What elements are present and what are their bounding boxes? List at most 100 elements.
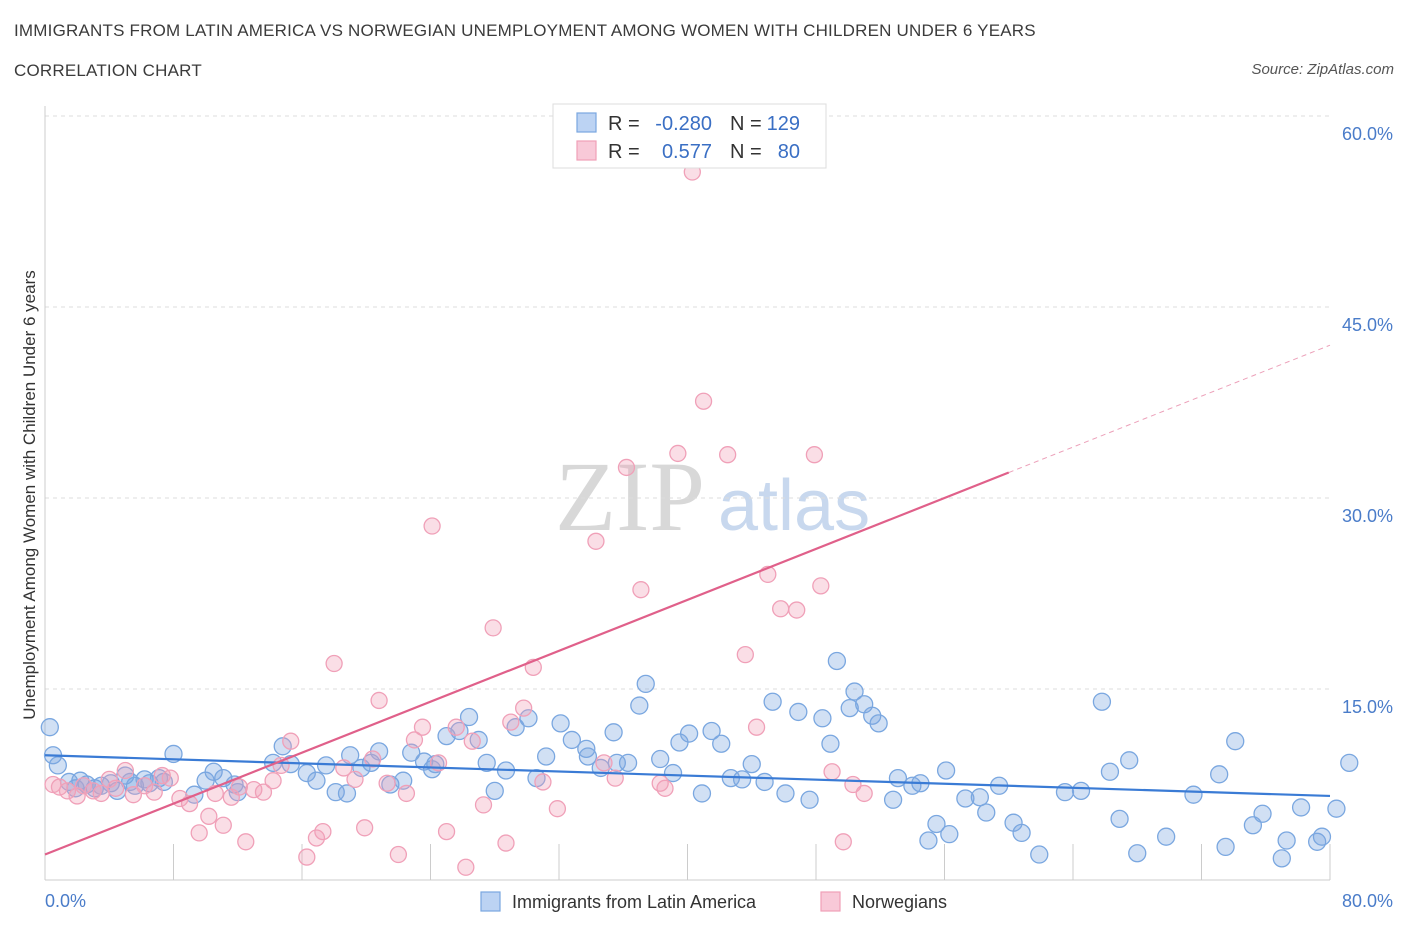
point-norwegians-43 — [423, 517, 441, 535]
point-norwegians-37 — [370, 691, 388, 710]
y-tick-label-2: 45.0% — [1342, 315, 1393, 335]
point-immigrants-87 — [883, 790, 903, 809]
point-immigrants-75 — [763, 692, 782, 711]
point-norwegians-12 — [145, 783, 163, 801]
point-norwegians-65 — [669, 444, 687, 463]
point-norwegians-52 — [502, 713, 520, 731]
bottom-legend-swatch-blue — [480, 891, 501, 912]
point-norwegians-45 — [437, 822, 456, 841]
point-immigrants-21 — [204, 762, 223, 781]
point-immigrants-67 — [679, 724, 699, 743]
point-immigrants-100 — [1012, 823, 1031, 843]
point-norwegians-74 — [805, 446, 824, 464]
point-immigrants-32 — [337, 784, 357, 803]
x-tick-label-max: 80.0% — [1342, 891, 1393, 911]
point-immigrants-55 — [562, 730, 581, 750]
point-norwegians-17 — [190, 824, 208, 842]
point-immigrants-115 — [1253, 804, 1272, 823]
point-immigrants-56 — [577, 739, 596, 758]
point-norwegians-73 — [788, 601, 806, 619]
point-norwegians-69 — [736, 645, 754, 664]
point-immigrants-64 — [651, 749, 670, 769]
point-immigrants-102 — [1055, 782, 1075, 802]
point-immigrants-118 — [1291, 798, 1311, 817]
point-immigrants-78 — [800, 790, 819, 809]
point-norwegians-35 — [355, 819, 374, 837]
point-immigrants-50 — [506, 718, 525, 737]
point-immigrants-68 — [692, 784, 712, 803]
point-immigrants-107 — [1120, 751, 1139, 770]
point-norwegians-9 — [116, 761, 134, 780]
trend-lines — [44, 344, 1331, 856]
point-immigrants-97 — [977, 803, 996, 822]
point-immigrants-80 — [821, 734, 840, 753]
point-immigrants-122 — [1340, 753, 1359, 773]
point-immigrants-45 — [459, 707, 479, 727]
point-immigrants-81 — [827, 651, 847, 671]
x-tick-label-min: 0.0% — [45, 891, 86, 911]
chart-subtitle: CORRELATION CHART — [14, 61, 202, 80]
point-norwegians-6 — [92, 784, 110, 803]
point-norwegians-50 — [484, 619, 502, 637]
point-immigrants-95 — [956, 789, 975, 808]
point-norwegians-3 — [68, 787, 86, 805]
point-immigrants-110 — [1184, 785, 1203, 804]
point-norwegians-8 — [107, 779, 125, 797]
point-immigrants-82 — [840, 698, 859, 718]
point-immigrants-117 — [1277, 831, 1296, 850]
legend-swatch-blue — [576, 112, 597, 133]
point-immigrants-92 — [927, 814, 946, 834]
point-immigrants-72 — [732, 770, 752, 789]
point-immigrants-70 — [712, 734, 731, 753]
point-norwegians-64 — [656, 779, 674, 797]
legend-n-label-1: N = — [730, 113, 762, 135]
point-norwegians-56 — [548, 800, 567, 818]
series-legend: Immigrants from Latin America Norwegians — [480, 891, 947, 912]
point-immigrants-111 — [1210, 765, 1229, 784]
grid-lines — [45, 115, 1330, 690]
point-norwegians-10 — [124, 786, 142, 804]
point-norwegians-2 — [58, 782, 77, 800]
point-immigrants-86 — [869, 714, 888, 733]
watermark-atlas: atlas — [718, 466, 870, 546]
point-norwegians-14 — [161, 769, 179, 787]
point-norwegians-72 — [772, 600, 790, 618]
legend-swatch-pink — [576, 140, 597, 161]
point-immigrants-59 — [604, 723, 623, 742]
point-immigrants-47 — [477, 753, 496, 773]
point-immigrants-112 — [1216, 837, 1235, 857]
point-immigrants-76 — [776, 784, 795, 803]
point-norwegians-29 — [298, 848, 316, 866]
point-immigrants-63 — [636, 674, 655, 694]
point-norwegians-31 — [314, 822, 332, 841]
point-immigrants-101 — [1030, 845, 1049, 864]
point-immigrants-65 — [663, 763, 683, 783]
y-axis-label: Unemployment Among Women with Children U… — [20, 270, 39, 719]
point-immigrants-26 — [273, 737, 292, 756]
point-norwegians-51 — [497, 834, 515, 852]
point-immigrants-120 — [1312, 827, 1332, 846]
legend-r-value-1: -0.280 — [655, 113, 712, 135]
point-norwegians-49 — [474, 796, 493, 814]
point-immigrants-109 — [1157, 827, 1176, 846]
point-norwegians-77 — [834, 833, 852, 851]
watermark-zip: ZIP — [555, 441, 705, 552]
y-tick-label-0: 15.0% — [1342, 697, 1393, 717]
point-norwegians-28 — [282, 732, 300, 750]
point-norwegians-55 — [534, 773, 552, 791]
legend-r-label-1: R = — [608, 113, 640, 135]
point-immigrants-53 — [537, 747, 556, 766]
point-immigrants-61 — [618, 753, 638, 773]
point-norwegians-75 — [812, 577, 830, 595]
point-norwegians-67 — [694, 392, 713, 410]
point-immigrants-94 — [940, 825, 959, 844]
point-norwegians-70 — [747, 718, 766, 736]
point-immigrants-77 — [789, 702, 808, 722]
point-immigrants-74 — [755, 772, 774, 792]
point-immigrants-0 — [40, 718, 59, 737]
bottom-legend-swatch-pink — [820, 891, 841, 912]
point-immigrants-79 — [813, 709, 832, 728]
point-norwegians-20 — [214, 816, 232, 834]
point-norwegians-34 — [346, 770, 364, 789]
point-norwegians-48 — [463, 732, 481, 750]
